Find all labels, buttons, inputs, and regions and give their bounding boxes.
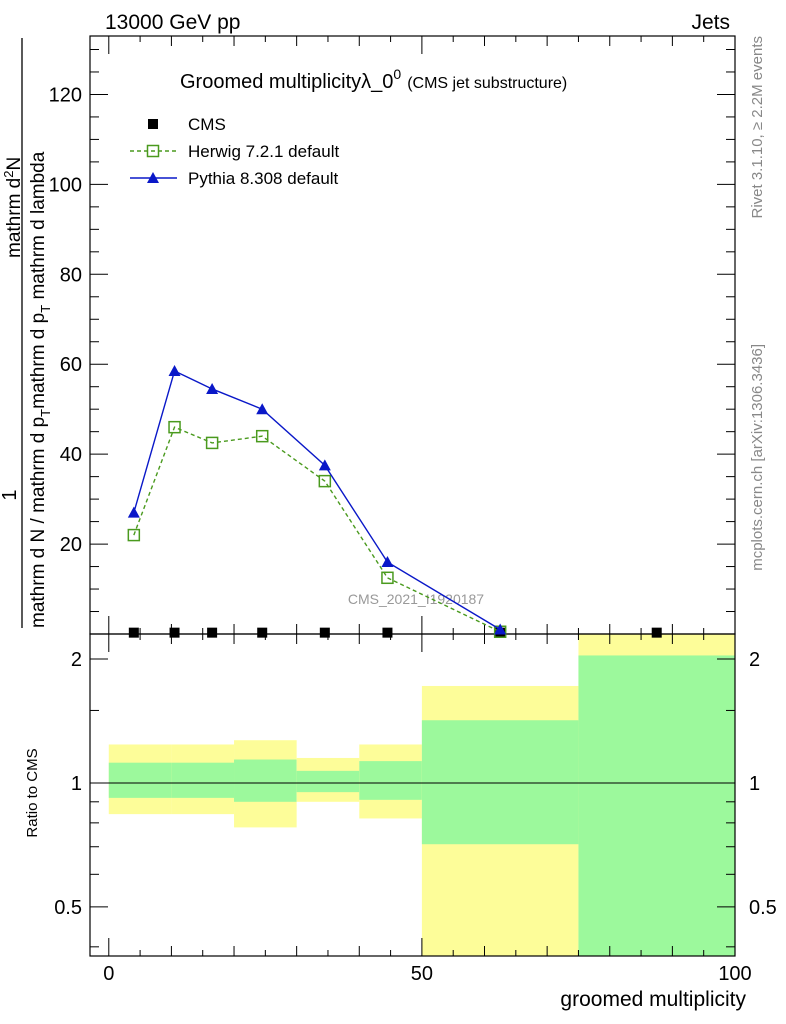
series-point-2 (318, 459, 331, 471)
ratio-y-tick-label: 1 (71, 773, 82, 795)
header-right: Jets (691, 11, 730, 34)
header-left: 13000 GeV pp (105, 11, 240, 34)
ratio-y-tick-label: 0.5 (54, 897, 82, 919)
series-point-2 (127, 506, 140, 518)
side-text-upper: Rivet 3.1.10, ≥ 2.2M events (749, 36, 766, 219)
main-y-tick-label: 40 (60, 444, 82, 466)
series-point-0 (169, 627, 180, 638)
series-point-1 (168, 420, 181, 434)
ratio-band-green-1 (171, 762, 235, 798)
axis-ticks: 20 40 60 80 100 120 0 50 100 0.5 0.5 1 1 2 2 (49, 36, 777, 985)
y-label-den-c: mathrm d lambda (28, 151, 49, 305)
legend-marker-2 (147, 172, 159, 183)
y-label-denominator: mathrm d N / mathrm d pTmathrm d pT math… (28, 151, 53, 628)
series-point-1 (318, 474, 332, 488)
legend-marker-0 (148, 119, 158, 129)
y-axis-label-main: 1 mathrm d N / mathrm d pTmathrm d pT ma… (0, 38, 53, 628)
main-y-tick-label: 120 (49, 84, 82, 106)
side-text-lower: mcplots.cern.ch [arXiv:1306.3436] (749, 344, 766, 571)
watermark: CMS_2021_I1920187 (348, 591, 484, 607)
series-point-0 (207, 627, 218, 638)
x-tick-label: 100 (718, 963, 751, 985)
series-point-1 (381, 571, 394, 585)
legend-label-0: CMS (188, 115, 226, 134)
y-axis-label-ratio: Ratio to CMS (24, 748, 41, 837)
chart-title-main: Groomed multiplicityλ_0 (180, 71, 393, 93)
series-line-1 (133, 426, 501, 633)
ratio-y-tick-label: 2 (71, 649, 82, 671)
series-point-0 (651, 627, 662, 638)
y-label-den-b: mathrm d p (28, 313, 49, 409)
series-point-2 (381, 556, 394, 568)
series-point-0 (257, 627, 268, 638)
ratio-band-green-2 (234, 759, 297, 802)
legend-label-1: Herwig 7.2.1 default (188, 142, 339, 161)
y-label-numerator-right: mathrm d2N (1, 157, 25, 258)
ratio-frame (89, 633, 736, 957)
y-label-num-r-a: mathrm d (4, 178, 25, 258)
chart-title: Groomed multiplicityλ_00 (CMS jet substru… (180, 66, 567, 93)
ratio-y-tick-label-right: 0.5 (749, 897, 777, 919)
main-y-tick-label: 20 (60, 534, 82, 556)
series-point-2 (256, 403, 269, 415)
ratio-bands (108, 634, 735, 956)
data-series (127, 364, 662, 639)
chart-title-sup: 0 (393, 66, 401, 82)
legend-marker-1 (146, 144, 160, 158)
legend-label-2: Pythia 8.308 default (188, 169, 339, 188)
x-tick-label: 50 (411, 963, 433, 985)
chart-title-sub: (CMS jet substructure) (407, 75, 567, 92)
series-point-0 (382, 627, 393, 638)
main-y-tick-label: 60 (60, 354, 82, 376)
x-tick-label: 0 (103, 963, 114, 985)
y-label-den-a: mathrm d N / mathrm d p (28, 417, 49, 628)
y-label-numerator: 1 (0, 489, 21, 500)
ratio-band-green-5 (421, 720, 579, 845)
ratio-y-tick-label-right: 2 (749, 649, 760, 671)
x-axis-label: groomed multiplicity (560, 988, 746, 1011)
series-point-1 (127, 528, 141, 542)
y-label-num-r-b: N (4, 157, 25, 171)
series-point-2 (206, 382, 219, 394)
ratio-band-green-3 (296, 770, 360, 793)
series-point-1 (205, 436, 219, 450)
series-point-2 (494, 623, 507, 635)
main-frame (89, 35, 736, 635)
ratio-y-tick-label-right: 1 (749, 773, 760, 795)
series-point-1 (255, 429, 269, 443)
y-label-den-a-sub: T (38, 409, 53, 417)
ratio-band-green-4 (359, 761, 422, 800)
main-y-tick-label: 80 (60, 264, 82, 286)
main-y-tick-label: 100 (49, 174, 82, 196)
ratio-band-green-6 (578, 655, 735, 956)
series-point-0 (128, 627, 139, 638)
y-label-den-b-sub: T (38, 305, 53, 313)
y-label-num-r-sup: 2 (1, 171, 16, 178)
legend: CMS Herwig 7.2.1 default Pythia 8.308 defa… (130, 115, 339, 188)
ratio-band-green-0 (108, 762, 172, 798)
series-point-0 (319, 627, 330, 638)
series-point-2 (168, 364, 181, 376)
